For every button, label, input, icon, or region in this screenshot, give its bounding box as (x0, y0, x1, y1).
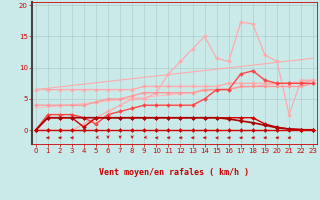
X-axis label: Vent moyen/en rafales ( km/h ): Vent moyen/en rafales ( km/h ) (100, 168, 249, 177)
